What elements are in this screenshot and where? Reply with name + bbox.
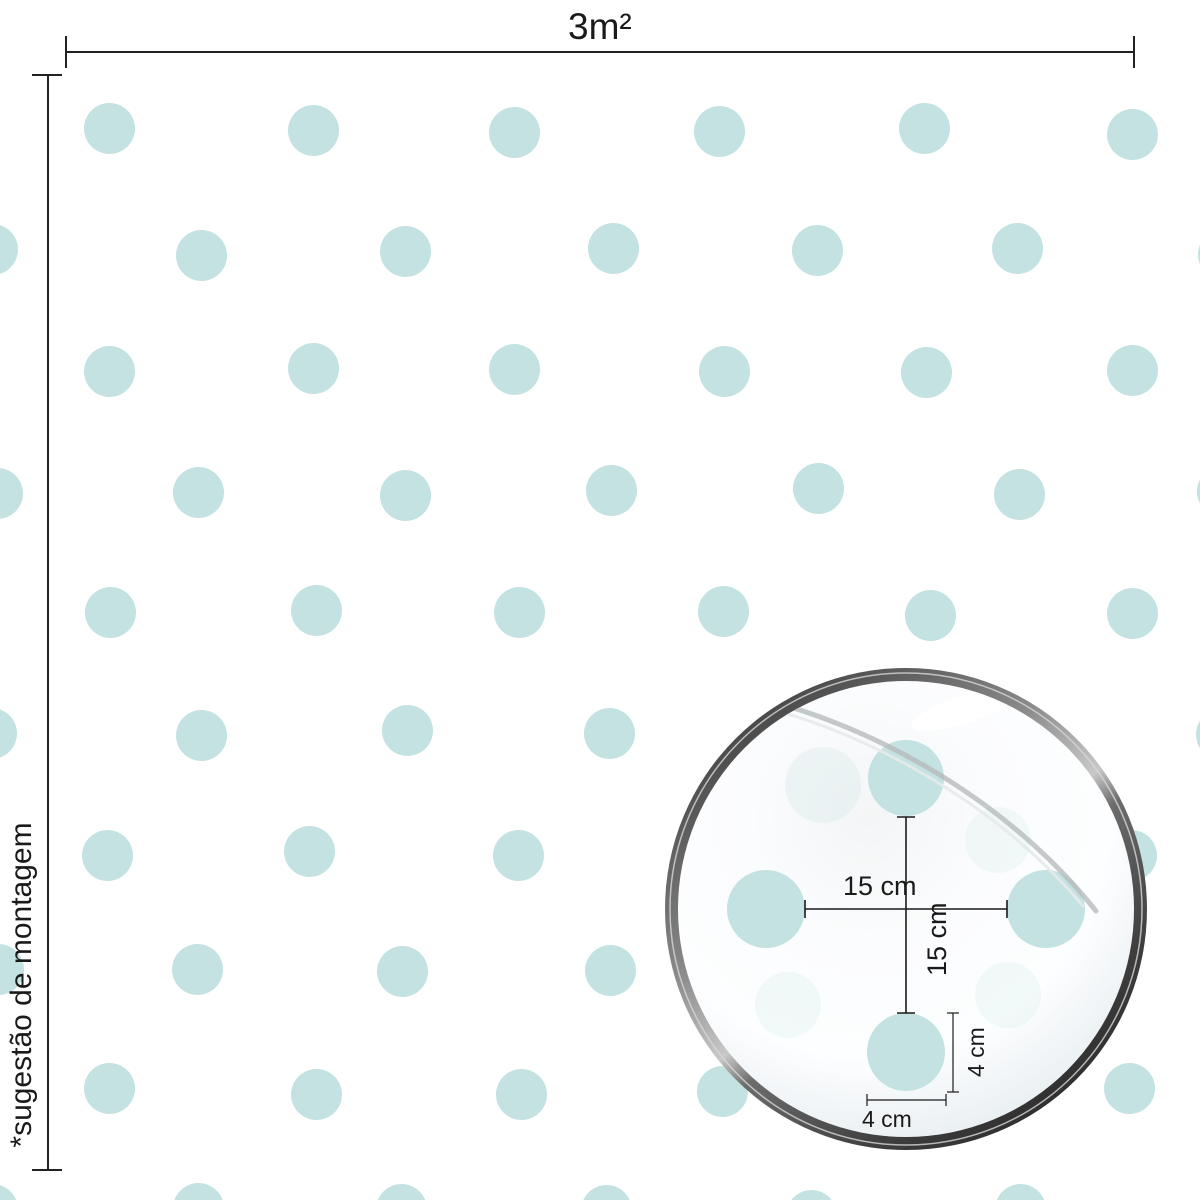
svg-text:4 cm: 4 cm — [963, 1027, 989, 1077]
svg-text:15 cm: 15 cm — [922, 902, 952, 976]
svg-text:4 cm: 4 cm — [862, 1106, 912, 1132]
svg-text:15 cm: 15 cm — [843, 871, 917, 901]
